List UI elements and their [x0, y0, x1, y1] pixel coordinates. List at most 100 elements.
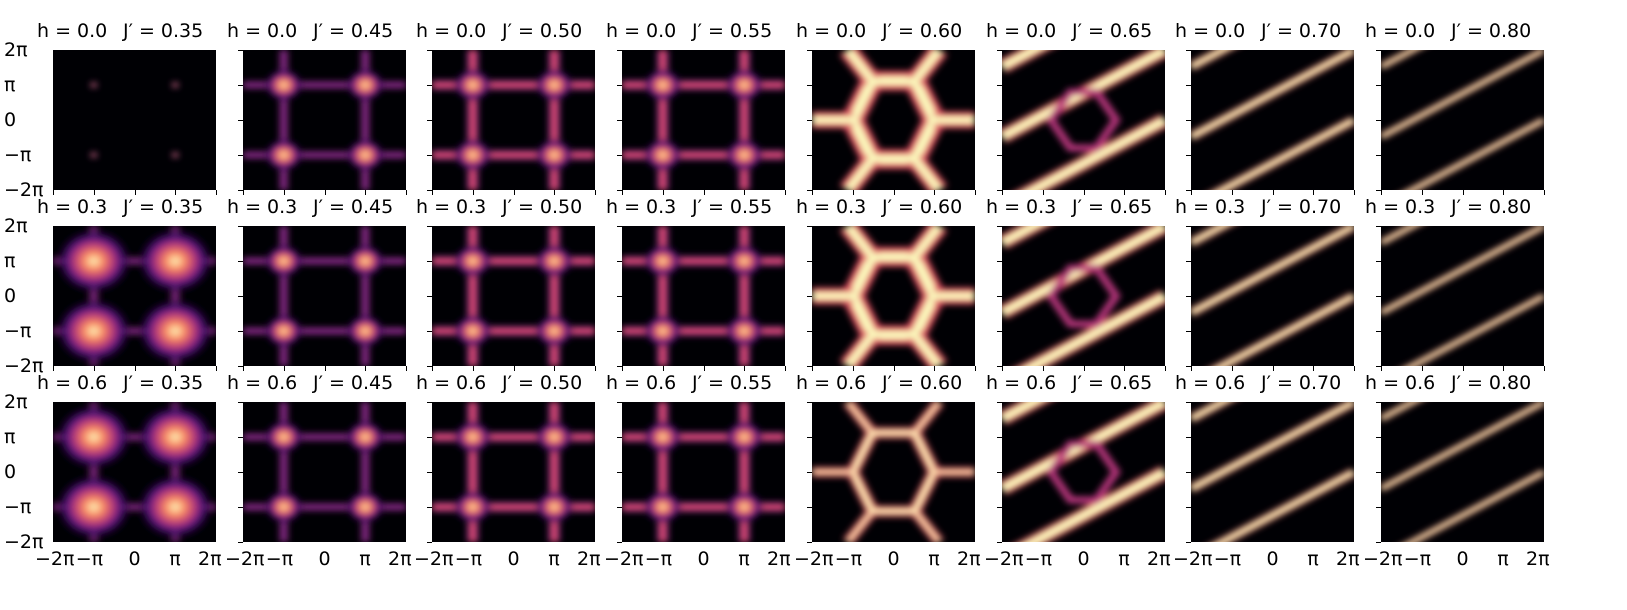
heatmap-panel [622, 226, 785, 366]
x-tick-mark [216, 366, 217, 371]
panel-title-h: h = 0.3 [986, 196, 1057, 218]
panel-title-jprime: J′ = 0.80 [1451, 196, 1532, 218]
panel-title-h: h = 0.6 [227, 372, 298, 394]
x-tick-mark [1272, 190, 1274, 195]
y-tick-mark [1186, 261, 1191, 262]
panel-title-jprime: J′ = 0.50 [502, 20, 583, 42]
heatmap-plot [1002, 402, 1165, 542]
x-tick-mark [1165, 190, 1166, 195]
y-tick-mark [1186, 120, 1191, 121]
x-tick-label: 0 [128, 548, 141, 570]
x-tick-label: −π [644, 548, 673, 570]
heatmap-panel [432, 402, 595, 542]
y-tick-mark [807, 542, 812, 543]
y-tick-mark [807, 50, 812, 51]
y-tick-mark [238, 261, 243, 262]
x-tick-mark [1083, 190, 1085, 195]
y-tick-mark [807, 331, 812, 332]
heatmap-background [622, 50, 785, 190]
y-tick-mark [1186, 85, 1191, 86]
y-tick-label: −π [4, 320, 32, 342]
y-tick-mark [238, 226, 243, 227]
panel-title-jprime: J′ = 0.65 [1072, 20, 1153, 42]
heatmap-plot [432, 402, 595, 542]
x-tick-mark [1042, 366, 1044, 371]
x-tick-label: 2π [577, 548, 601, 570]
y-tick-mark [238, 85, 243, 86]
heatmap-background [622, 226, 785, 366]
x-tick-label: −π [1213, 548, 1242, 570]
panel-title-jprime: J′ = 0.60 [882, 20, 963, 42]
panel-title-jprime: J′ = 0.80 [1451, 372, 1532, 394]
x-tick-mark [243, 366, 244, 371]
y-tick-mark [238, 155, 243, 156]
y-tick-mark [427, 261, 432, 262]
x-tick-mark [622, 190, 623, 195]
x-tick-mark [1354, 366, 1355, 371]
x-tick-label: −2π [604, 548, 644, 570]
heatmap-background [1381, 226, 1544, 366]
panel-title-h: h = 0.0 [227, 20, 298, 42]
heatmap-background [243, 402, 406, 542]
x-tick-mark [1421, 366, 1423, 371]
x-tick-mark [1462, 366, 1464, 371]
x-tick-label: −2π [1173, 548, 1213, 570]
y-tick-mark [1186, 296, 1191, 297]
x-tick-mark [406, 366, 407, 371]
heatmap-panel [812, 402, 975, 542]
x-tick-mark [432, 190, 433, 195]
heatmap-panel [1002, 226, 1165, 366]
x-tick-mark [1002, 366, 1003, 371]
x-tick-mark [1124, 366, 1126, 371]
x-tick-mark [1313, 190, 1315, 195]
y-tick-mark [238, 472, 243, 473]
heatmap-background [432, 402, 595, 542]
panel-title-h: h = 0.0 [606, 20, 677, 42]
x-tick-label: π [928, 548, 940, 570]
x-tick-label: 2π [1147, 548, 1171, 570]
x-tick-label: −π [1024, 548, 1053, 570]
y-tick-label: 0 [4, 285, 17, 307]
y-tick-mark [1186, 155, 1191, 156]
x-tick-mark [365, 190, 367, 195]
y-tick-mark [1376, 507, 1381, 508]
y-tick-mark [238, 331, 243, 332]
x-tick-mark [1462, 190, 1464, 195]
y-tick-label: −2π [4, 531, 44, 553]
x-tick-mark [812, 366, 813, 371]
x-tick-mark [406, 190, 407, 195]
x-tick-mark [1421, 190, 1423, 195]
y-tick-label: 2π [4, 391, 28, 413]
y-tick-mark [617, 261, 622, 262]
y-tick-mark [238, 542, 243, 543]
x-tick-label: 2π [767, 548, 791, 570]
y-tick-mark [1186, 226, 1191, 227]
y-tick-mark [1376, 120, 1381, 121]
x-tick-label: −2π [1363, 548, 1403, 570]
panel-title-jprime: J′ = 0.70 [1261, 372, 1342, 394]
y-tick-mark [1376, 155, 1381, 156]
y-tick-mark [617, 226, 622, 227]
x-tick-mark [513, 366, 515, 371]
y-tick-mark [617, 437, 622, 438]
panel-title-h: h = 0.3 [796, 196, 867, 218]
heatmap-plot [53, 402, 216, 542]
x-tick-mark [134, 190, 136, 195]
x-tick-mark [175, 190, 177, 195]
y-tick-mark [427, 507, 432, 508]
heatmap-plot [432, 50, 595, 190]
heatmap-panel [432, 50, 595, 190]
y-tick-label: −2π [4, 355, 44, 377]
y-tick-mark [997, 296, 1002, 297]
x-tick-mark [595, 366, 596, 371]
heatmap-plot [1381, 226, 1544, 366]
y-tick-mark [997, 120, 1002, 121]
panel-title-h: h = 0.3 [416, 196, 487, 218]
x-tick-mark [1191, 366, 1192, 371]
y-tick-mark [617, 50, 622, 51]
x-tick-mark [1042, 190, 1044, 195]
y-tick-mark [427, 85, 432, 86]
x-tick-mark [662, 190, 664, 195]
x-tick-label: −2π [35, 548, 75, 570]
heatmap-panel [622, 402, 785, 542]
